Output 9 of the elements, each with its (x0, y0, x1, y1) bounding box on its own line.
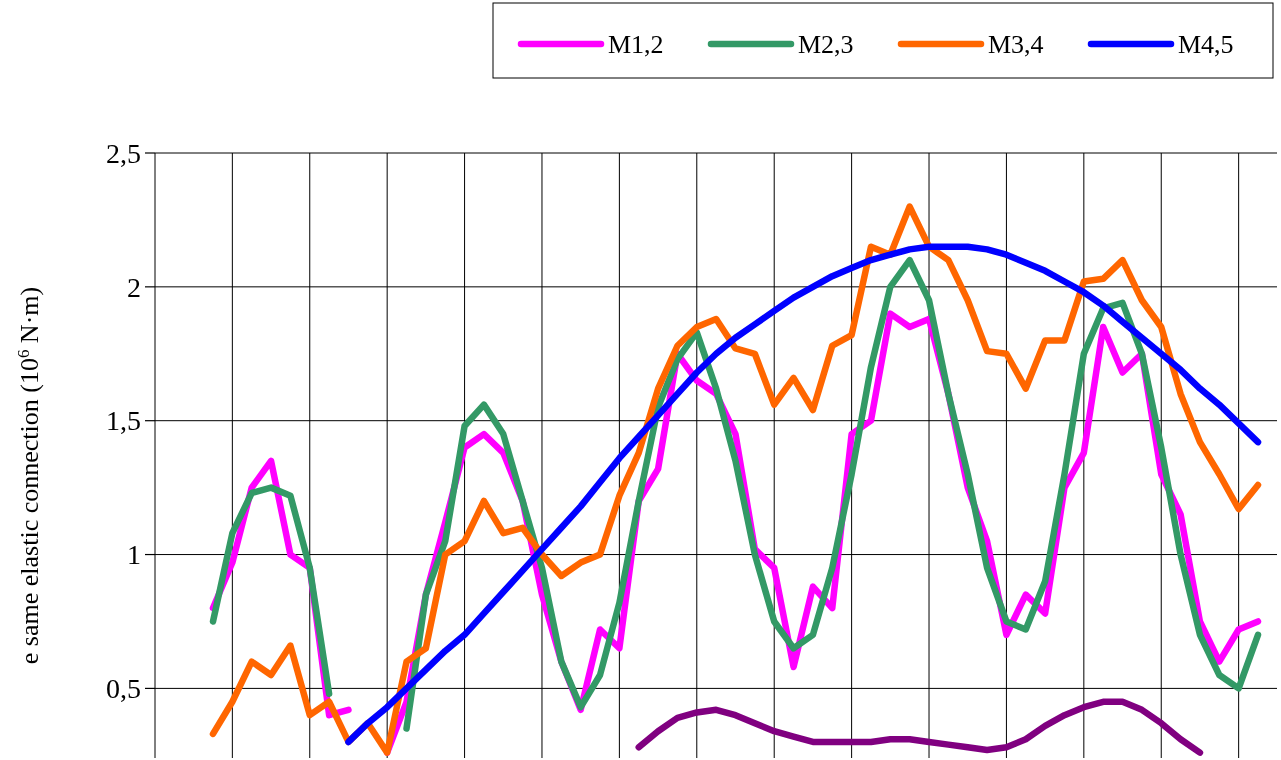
y-tick-label: 0,5 (106, 673, 141, 705)
y-tick-label: 1,5 (106, 405, 141, 437)
legend-label: M1,2 (608, 30, 664, 59)
y-tick-label: 2 (127, 271, 141, 303)
legend-label: M2,3 (798, 30, 854, 59)
legend-label: M4,5 (1178, 30, 1234, 59)
legend-label: M3,4 (988, 30, 1044, 59)
y-tick-label: 2,5 (106, 137, 141, 169)
y-tick-label: 1 (127, 539, 141, 571)
